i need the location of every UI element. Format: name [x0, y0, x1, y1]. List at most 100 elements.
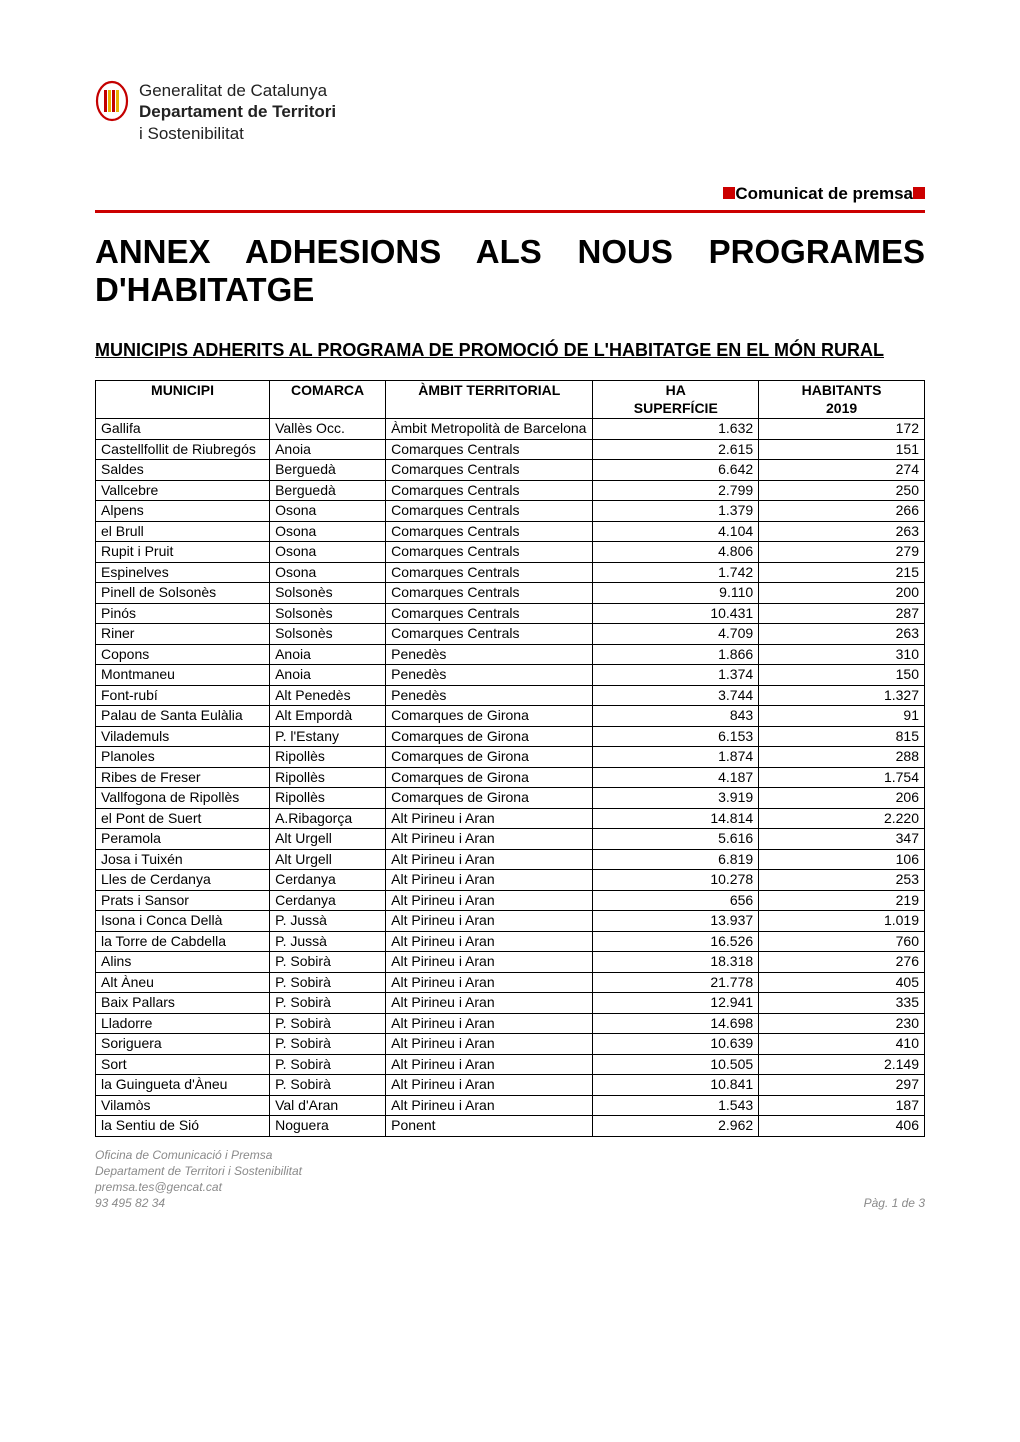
col-header-hab-l1: HABITANTS — [802, 382, 882, 398]
cell-comarca: Berguedà — [270, 460, 386, 481]
cell-comarca: Vallès Occ. — [270, 419, 386, 440]
cell-municipi: Font-rubí — [96, 685, 270, 706]
cell-municipi: Baix Pallars — [96, 993, 270, 1014]
cell-superficie: 13.937 — [593, 911, 759, 932]
table-row: AlpensOsonaComarques Centrals1.379266 — [96, 501, 925, 522]
cell-municipi: Vilademuls — [96, 726, 270, 747]
cell-comarca: Noguera — [270, 1116, 386, 1137]
cell-municipi: la Sentiu de Sió — [96, 1116, 270, 1137]
table-body: GallifaVallès Occ.Àmbit Metropolità de B… — [96, 419, 925, 1137]
table-row: Lles de CerdanyaCerdanyaAlt Pirineu i Ar… — [96, 870, 925, 891]
col-header-municipi: MUNICIPI — [96, 381, 270, 419]
cell-superficie: 10.841 — [593, 1075, 759, 1096]
org-name: Generalitat de Catalunya Departament de … — [139, 80, 336, 144]
table-row: Prats i SansorCerdanyaAlt Pirineu i Aran… — [96, 890, 925, 911]
col-header-superficie: HA SUPERFÍCIE — [593, 381, 759, 419]
cell-superficie: 18.318 — [593, 952, 759, 973]
footer-phone: 93 495 82 34 — [95, 1196, 165, 1210]
col-header-habitants: HABITANTS 2019 — [759, 381, 925, 419]
cell-habitants: 1.754 — [759, 767, 925, 788]
cell-superficie: 656 — [593, 890, 759, 911]
cell-municipi: Pinell de Solsonès — [96, 583, 270, 604]
cell-municipi: Vallcebre — [96, 480, 270, 501]
cell-habitants: 1.327 — [759, 685, 925, 706]
separator-red — [95, 210, 925, 213]
cell-comarca: Cerdanya — [270, 870, 386, 891]
cell-ambit: Alt Pirineu i Aran — [386, 1075, 593, 1096]
document-page: Generalitat de Catalunya Departament de … — [0, 0, 1020, 1442]
cell-municipi: Rupit i Pruit — [96, 542, 270, 563]
cell-habitants: 215 — [759, 562, 925, 583]
table-row: SortP. SobiràAlt Pirineu i Aran10.5052.1… — [96, 1054, 925, 1075]
cell-ambit: Penedès — [386, 644, 593, 665]
cell-habitants: 288 — [759, 747, 925, 768]
cell-superficie: 3.744 — [593, 685, 759, 706]
org-header: Generalitat de Catalunya Departament de … — [95, 80, 925, 144]
footer-email: premsa.tes@gencat.cat — [95, 1179, 925, 1195]
table-row: la Torre de CabdellaP. JussàAlt Pirineu … — [96, 931, 925, 952]
cell-comarca: P. Sobirà — [270, 1075, 386, 1096]
cell-comarca: P. Sobirà — [270, 993, 386, 1014]
table-header-row: MUNICIPI COMARCA ÀMBIT TERRITORIAL HA SU… — [96, 381, 925, 419]
cell-superficie: 14.814 — [593, 808, 759, 829]
page-number: Pàg. 1 de 3 — [864, 1195, 925, 1211]
table-row: AlinsP. SobiràAlt Pirineu i Aran18.31827… — [96, 952, 925, 973]
cell-ambit: Comarques Centrals — [386, 562, 593, 583]
table-row: VilademulsP. l'EstanyComarques de Girona… — [96, 726, 925, 747]
cell-superficie: 10.639 — [593, 1034, 759, 1055]
table-row: Baix PallarsP. SobiràAlt Pirineu i Aran1… — [96, 993, 925, 1014]
table-row: PlanolesRipollèsComarques de Girona1.874… — [96, 747, 925, 768]
cell-municipi: Alpens — [96, 501, 270, 522]
col-header-ambit: ÀMBIT TERRITORIAL — [386, 381, 593, 419]
cell-municipi: el Brull — [96, 521, 270, 542]
cell-habitants: 263 — [759, 521, 925, 542]
table-row: PinósSolsonèsComarques Centrals10.431287 — [96, 603, 925, 624]
cell-comarca: Alt Penedès — [270, 685, 386, 706]
cell-habitants: 91 — [759, 706, 925, 727]
cell-municipi: Alins — [96, 952, 270, 973]
cell-ambit: Alt Pirineu i Aran — [386, 911, 593, 932]
cell-municipi: Montmaneu — [96, 665, 270, 686]
cell-municipi: Espinelves — [96, 562, 270, 583]
cell-superficie: 843 — [593, 706, 759, 727]
cell-superficie: 2.615 — [593, 439, 759, 460]
cell-municipi: Alt Àneu — [96, 972, 270, 993]
cell-habitants: 410 — [759, 1034, 925, 1055]
cell-superficie: 4.104 — [593, 521, 759, 542]
cell-ambit: Alt Pirineu i Aran — [386, 829, 593, 850]
table-row: el BrullOsonaComarques Centrals4.104263 — [96, 521, 925, 542]
cell-ambit: Comarques Centrals — [386, 439, 593, 460]
cell-superficie: 6.819 — [593, 849, 759, 870]
cell-superficie: 1.866 — [593, 644, 759, 665]
table-row: la Guingueta d'ÀneuP. SobiràAlt Pirineu … — [96, 1075, 925, 1096]
cell-ambit: Comarques Centrals — [386, 624, 593, 645]
cell-superficie: 16.526 — [593, 931, 759, 952]
cell-ambit: Alt Pirineu i Aran — [386, 1054, 593, 1075]
cell-ambit: Comarques Centrals — [386, 603, 593, 624]
cell-municipi: Vallfogona de Ripollès — [96, 788, 270, 809]
cell-comarca: Alt Urgell — [270, 849, 386, 870]
cell-municipi: Copons — [96, 644, 270, 665]
cell-comarca: Solsonès — [270, 603, 386, 624]
cell-comarca: P. Jussà — [270, 911, 386, 932]
cell-superficie: 1.379 — [593, 501, 759, 522]
cell-comarca: Osona — [270, 521, 386, 542]
cell-comarca: P. Sobirà — [270, 952, 386, 973]
table-row: RinerSolsonèsComarques Centrals4.709263 — [96, 624, 925, 645]
cell-comarca: Ripollès — [270, 747, 386, 768]
table-row: GallifaVallès Occ.Àmbit Metropolità de B… — [96, 419, 925, 440]
cell-comarca: Solsonès — [270, 624, 386, 645]
cell-municipi: Palau de Santa Eulàlia — [96, 706, 270, 727]
cell-ambit: Alt Pirineu i Aran — [386, 1013, 593, 1034]
cell-ambit: Comarques de Girona — [386, 706, 593, 727]
cell-habitants: 347 — [759, 829, 925, 850]
cell-comarca: P. Sobirà — [270, 972, 386, 993]
cell-ambit: Alt Pirineu i Aran — [386, 849, 593, 870]
cell-comarca: P. l'Estany — [270, 726, 386, 747]
cell-superficie: 1.543 — [593, 1095, 759, 1116]
cell-superficie: 1.374 — [593, 665, 759, 686]
cell-superficie: 4.187 — [593, 767, 759, 788]
cell-ambit: Comarques Centrals — [386, 480, 593, 501]
col-header-comarca: COMARCA — [270, 381, 386, 419]
cell-superficie: 14.698 — [593, 1013, 759, 1034]
